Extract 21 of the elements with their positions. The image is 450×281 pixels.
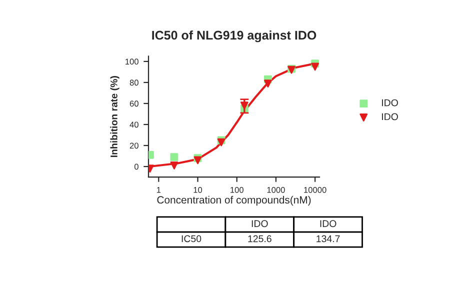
y-tick-label: 40: [130, 122, 138, 128]
text: IDO: [252, 220, 268, 228]
y-tick-label: 60: [130, 100, 138, 107]
y-tick-label: 20: [130, 142, 138, 149]
legend-label: IDO: [382, 113, 398, 120]
y-tick-label: 80: [130, 80, 138, 86]
y-tick-label: 0: [134, 164, 138, 170]
text: 134.7: [316, 235, 340, 242]
y-tick-label: 100: [126, 58, 138, 65]
text: IDO: [320, 220, 336, 228]
legend-label: IDO: [382, 99, 398, 106]
text: IC50: [182, 235, 202, 242]
x-tick-label: 10000: [304, 186, 326, 193]
y-axis-title: Inhibition rate (%): [110, 76, 120, 158]
x-tick-label: 1000: [267, 186, 285, 193]
x-axis-title: Concentration of compounds(nM): [157, 196, 311, 206]
chart-title: IC50 of NLG919 against IDO: [152, 30, 316, 42]
x-tick-label: 100: [230, 186, 244, 193]
x-tick-label: 1: [156, 187, 161, 193]
x-tick-label: 10: [194, 186, 202, 193]
text: 125.6: [248, 235, 272, 242]
